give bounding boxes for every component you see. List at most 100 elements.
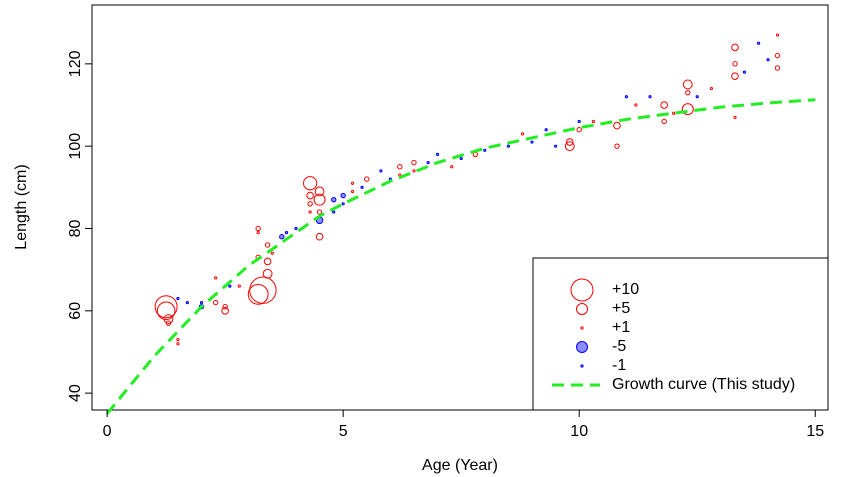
bubble [214,276,218,280]
x-axis-label: Age (Year) [422,457,498,474]
bubble [564,141,575,152]
bubble [284,231,289,235]
bubble [255,225,261,232]
bubble [256,231,260,235]
bubble [614,143,620,149]
x-tick-label: 0 [103,423,112,440]
bubble [450,165,454,169]
legend-marker [576,341,588,353]
bubble [176,296,180,301]
legend-label: +1 [612,319,630,336]
bubble [766,58,770,62]
bubble [247,283,269,305]
bubble [757,41,761,45]
plot-frame [91,4,829,411]
bubble [544,128,548,132]
bubble [681,103,694,116]
y-axis-label: Length (cm) [13,164,30,249]
bubble [731,43,739,52]
growth-curve [105,98,816,415]
bubble [742,70,747,74]
bubble [222,303,228,310]
bubble [695,95,699,99]
bubble [576,127,582,133]
bubble [264,242,271,248]
bubble [350,181,355,185]
bubble [262,268,273,279]
bubble [221,307,229,315]
y-tick-label: 100 [67,133,84,160]
bubble [185,300,189,305]
bubble [307,201,313,207]
bubble [163,314,174,324]
bubble [156,301,176,321]
y-tick-label: 80 [67,219,84,237]
legend-label: -5 [612,338,626,355]
legend-marker [576,303,588,315]
bubble [426,161,430,165]
legend-label: -1 [612,357,626,374]
bubble [316,209,323,215]
bubble [249,276,277,304]
bubble [263,257,272,266]
bubble [306,191,314,200]
bubble [364,176,370,182]
bubble [520,132,525,136]
bubble [577,119,581,124]
bubble [731,72,739,81]
bubble [613,121,621,130]
bubble [591,119,595,124]
legend-label: Growth curve (This study) [612,376,795,393]
y-tick-label: 40 [67,384,84,402]
bubble [332,210,336,214]
y-tick-label: 120 [67,50,84,77]
legend-marker [570,278,594,302]
x-tick-label: 10 [570,423,588,440]
bubble [775,33,780,37]
bubble [682,79,693,90]
x-tick-label: 5 [339,423,348,440]
bubble [732,61,738,67]
bubble [294,226,298,231]
bubble [340,192,346,199]
legend-marker [580,364,584,368]
bubble [314,186,325,197]
y-tick-label: 60 [67,302,84,320]
bubble [530,140,534,144]
bubble [565,138,574,146]
bubble [459,156,463,161]
bubble [411,159,417,166]
bubble [176,342,180,346]
bubble [176,338,180,342]
bubble [483,148,487,152]
bubble [313,193,326,206]
bubble [648,95,652,99]
bubble [506,144,510,148]
bubble [331,196,337,203]
legend-label: +10 [612,281,639,298]
bubble [199,300,204,305]
legend-marker [580,326,584,330]
bubble [672,111,676,115]
bubble [237,284,241,288]
bubble [360,185,364,189]
bubble [733,115,737,119]
bubble [350,189,355,194]
bubble [270,251,274,255]
x-tick-label: 15 [806,423,824,440]
bubble [709,86,713,91]
bubble [154,295,178,319]
bubble [435,152,440,157]
bubble [315,232,324,241]
bubble [228,284,232,288]
bubble [685,89,691,96]
bubble [212,299,219,306]
bubble [412,169,416,173]
legend-label: +5 [612,300,630,317]
bubble [397,164,403,170]
bubble [303,176,318,191]
bubble [774,65,781,71]
bubble [379,169,383,173]
bubble [553,144,558,148]
